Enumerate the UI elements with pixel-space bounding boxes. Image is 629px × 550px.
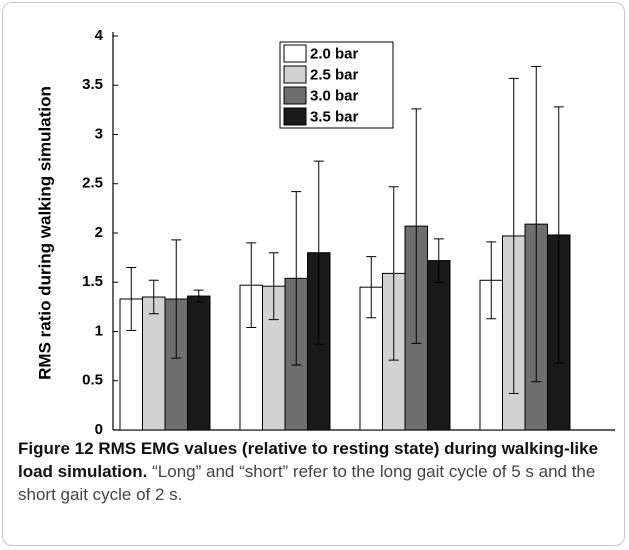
error-bar: [148, 279, 159, 315]
error-bar: [411, 108, 422, 344]
legend-label: 2.0 bar: [310, 45, 359, 62]
legend-swatch: [283, 86, 307, 105]
error-bar: [433, 238, 444, 283]
legend-label: 2.5 bar: [310, 66, 359, 83]
figure-frame: [2, 2, 625, 546]
y-tick-label: 2: [95, 224, 103, 241]
y-tick-label: 1.5: [82, 273, 103, 290]
caption-text: “Long” and “short” refer to the long gai…: [18, 462, 596, 504]
legend-swatch: [283, 65, 307, 84]
legend-label: 3.0 bar: [310, 87, 359, 104]
legend-label: 3.5 bar: [310, 108, 359, 125]
error-bar: [171, 239, 182, 359]
error-bar: [388, 186, 399, 361]
caption-title: RMS EMG values (relative to resting stat…: [18, 439, 599, 481]
caption-label: Figure 12: [18, 439, 94, 458]
error-bar: [531, 66, 542, 383]
legend-swatch: [283, 44, 307, 63]
chart: RMS ratio during walking simulation 0 0.5…: [35, 27, 615, 436]
bar: [187, 295, 211, 431]
y-tick-label: 0.5: [82, 372, 103, 389]
y-tick-label: 2.5: [82, 175, 103, 192]
error-bar: [313, 160, 324, 345]
y-tick-label: 1: [95, 322, 103, 339]
error-bar: [291, 191, 302, 366]
y-tick-label: 3: [95, 125, 103, 142]
error-bar: [553, 106, 564, 364]
y-tick-label: 3.5: [82, 76, 103, 93]
y-axis-label: RMS ratio during walking simulation: [35, 86, 54, 380]
error-bar: [193, 289, 204, 303]
bar: [142, 296, 166, 431]
error-bar: [268, 252, 279, 321]
error-bar: [486, 241, 497, 320]
legend-swatch: [283, 107, 307, 126]
error-bar: [246, 242, 257, 329]
error-bar: [366, 256, 377, 319]
error-bar: [508, 77, 519, 395]
y-tick-label: 4: [95, 27, 104, 44]
caption: Figure 12 RMS EMG values (relative to re…: [18, 437, 608, 506]
error-bar: [126, 266, 137, 332]
bar: [427, 260, 451, 431]
y-tick-label: 0: [95, 421, 103, 436]
